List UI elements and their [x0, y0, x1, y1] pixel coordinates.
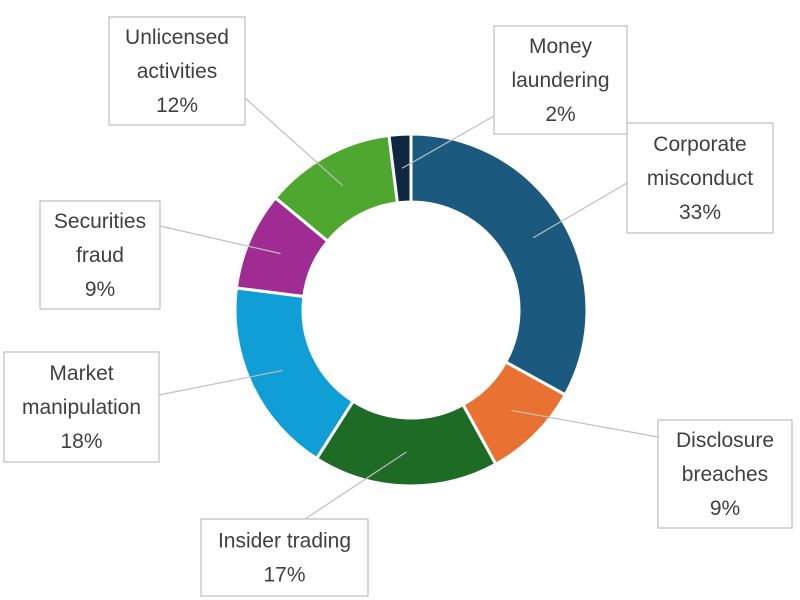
callout-box	[493, 25, 628, 135]
data-label-category: laundering	[511, 69, 609, 92]
data-label-category: Disclosure	[676, 429, 774, 452]
callout-corporate-misconduct: Corporate misconduct 33%	[626, 122, 774, 234]
data-label-category: Securities	[54, 210, 146, 233]
leader-line-corporate-misconduct	[532, 182, 628, 239]
data-label-value: 9%	[85, 278, 115, 301]
data-label-value: 9%	[710, 497, 740, 520]
callout-box	[657, 419, 793, 529]
data-label-value: 12%	[156, 94, 198, 117]
callout-market-manipulation: Market manipulation 18%	[3, 351, 160, 463]
data-label-category: breaches	[682, 463, 768, 486]
leader-line-disclosure-breaches	[511, 409, 659, 438]
data-label-category: Money	[529, 35, 593, 58]
data-label-callouts: Corporate misconduct 33% Disclosure breaches…	[3, 16, 793, 597]
leader-line-securities-fraud	[159, 225, 281, 255]
leader-line-insider-trading	[304, 451, 407, 520]
callout-box	[200, 518, 369, 597]
data-label-category: Corporate	[653, 133, 746, 156]
leader-line-money-laundering	[401, 115, 495, 169]
leader-line-market-manipulation	[158, 369, 283, 396]
slice-corporate-misconduct	[409, 132, 589, 397]
data-label-value: 33%	[679, 201, 721, 224]
data-label-category: Unlicensed	[125, 26, 229, 49]
callout-box	[3, 351, 160, 463]
leader-lines	[158, 97, 659, 520]
data-label-category: manipulation	[22, 396, 141, 419]
data-label-value: 17%	[263, 564, 305, 587]
data-label-value: 2%	[545, 103, 575, 126]
data-label-value: 18%	[60, 430, 102, 453]
data-label-category: fraud	[76, 244, 124, 267]
callout-box	[626, 122, 774, 234]
donut-slices	[233, 132, 589, 488]
callout-insider-trading: Insider trading 17%	[200, 518, 369, 597]
callout-unlicensed-activities: Unlicensed activities 12%	[108, 16, 246, 126]
callout-box	[108, 16, 246, 126]
callout-securities-fraud: Securities fraud 9%	[39, 200, 161, 310]
data-label-category: activities	[137, 60, 218, 83]
data-label-category: Insider trading	[218, 530, 351, 553]
data-label-category: Market	[49, 362, 113, 385]
data-label-category: misconduct	[647, 167, 753, 190]
callout-box	[39, 200, 161, 310]
leader-line-unlicensed-activities	[244, 97, 343, 187]
slice-money-laundering	[387, 132, 413, 205]
callout-disclosure-breaches: Disclosure breaches 9%	[657, 419, 793, 529]
callout-money-laundering: Money laundering 2%	[493, 25, 628, 135]
